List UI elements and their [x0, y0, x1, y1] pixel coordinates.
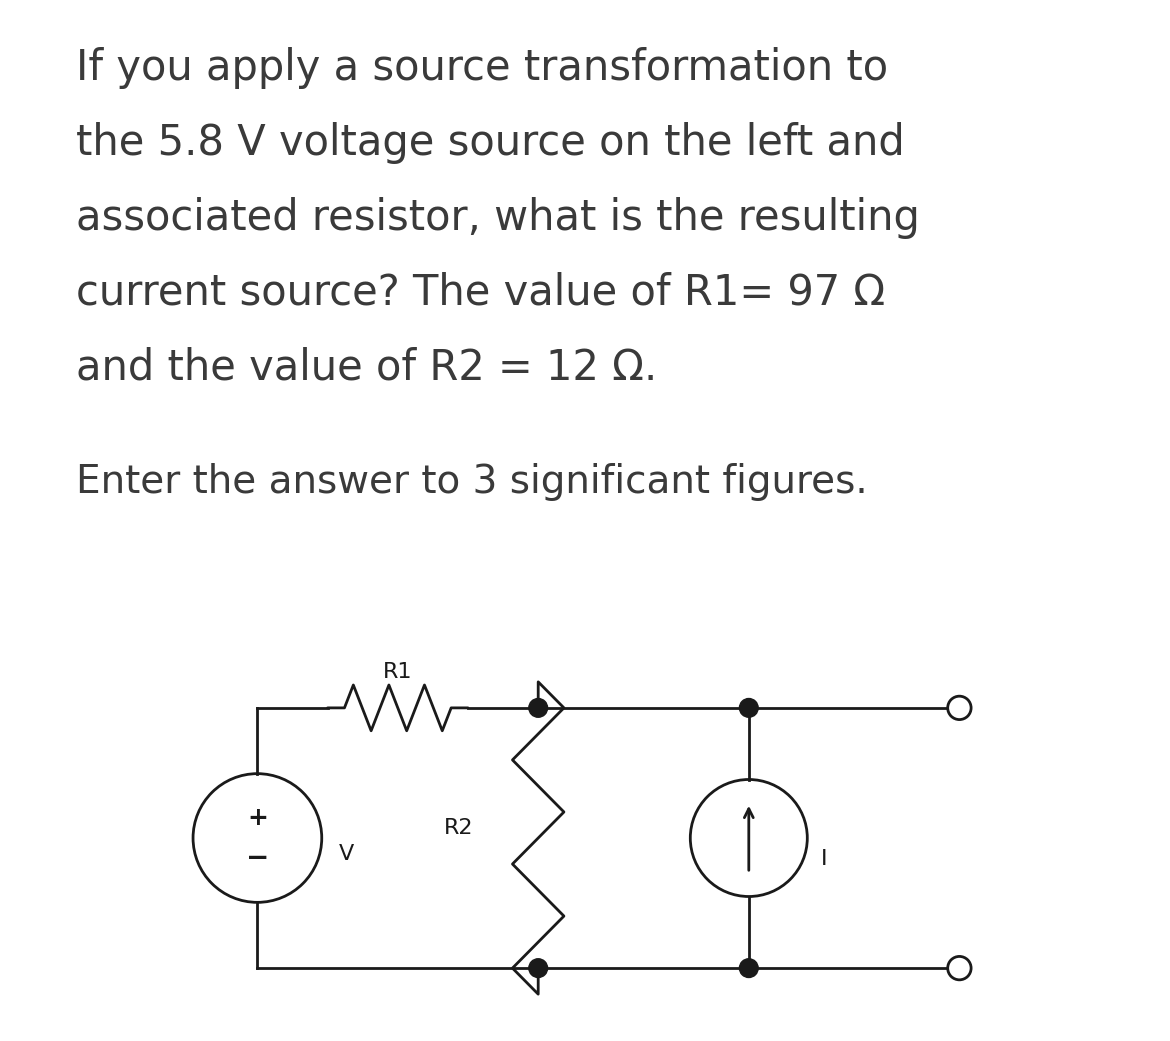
Text: associated resistor, what is the resulting: associated resistor, what is the resulti…	[76, 197, 920, 238]
Text: R1: R1	[383, 662, 413, 682]
Text: R2: R2	[445, 817, 474, 838]
Ellipse shape	[948, 957, 971, 980]
Ellipse shape	[948, 696, 971, 719]
Text: V: V	[339, 843, 355, 864]
Text: −: −	[246, 844, 269, 872]
Ellipse shape	[739, 959, 758, 977]
Text: and the value of R2 = 12 Ω.: and the value of R2 = 12 Ω.	[76, 347, 658, 388]
Text: +: +	[247, 806, 268, 830]
Text: Enter the answer to 3 significant figures.: Enter the answer to 3 significant figure…	[76, 463, 868, 502]
Ellipse shape	[529, 959, 548, 977]
Ellipse shape	[529, 699, 548, 717]
Text: current source? The value of R1= 97 Ω: current source? The value of R1= 97 Ω	[76, 272, 886, 313]
Text: If you apply a source transformation to: If you apply a source transformation to	[76, 47, 888, 88]
Text: the 5.8 V voltage source on the left and: the 5.8 V voltage source on the left and	[76, 122, 904, 163]
Ellipse shape	[739, 699, 758, 717]
Text: I: I	[821, 848, 828, 869]
